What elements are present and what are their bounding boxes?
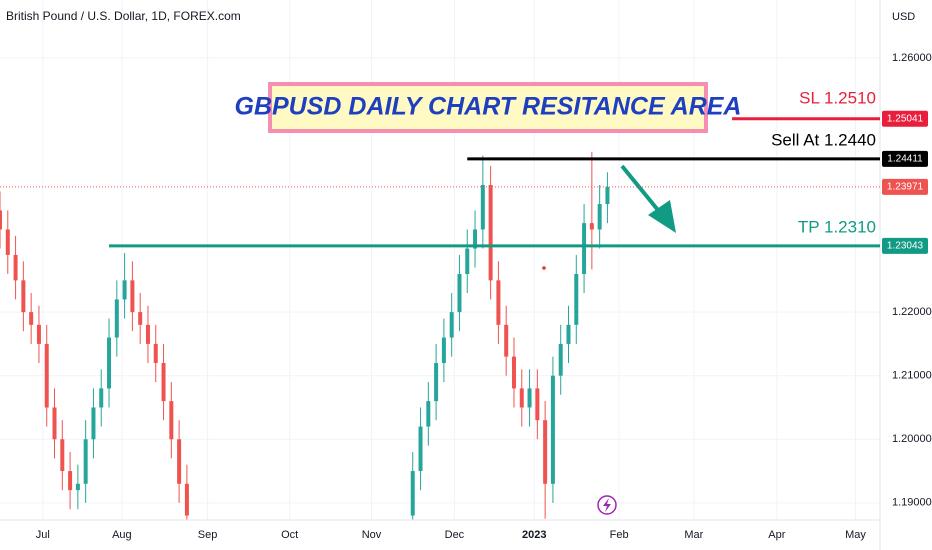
candle-body bbox=[44, 343, 49, 408]
candle-body bbox=[145, 324, 150, 344]
price-label: 1.23971 bbox=[887, 181, 924, 192]
candle-body bbox=[535, 388, 540, 421]
candle-body bbox=[434, 362, 439, 402]
price-label: 1.24411 bbox=[887, 154, 923, 165]
y-tick-label: 1.21000 bbox=[892, 370, 932, 382]
candle-body bbox=[550, 375, 555, 484]
candle-body bbox=[426, 401, 431, 427]
candle-body bbox=[29, 312, 34, 325]
candle-body bbox=[480, 184, 485, 230]
candle-body bbox=[60, 439, 65, 472]
candle-body bbox=[114, 299, 119, 338]
overlay: 1.23971 1.25041 SL 1.2510 1.24411 Sell At 1.… bbox=[0, 88, 928, 254]
candle-body bbox=[496, 280, 501, 325]
y-tick-label: 1.22000 bbox=[892, 306, 932, 318]
chart-title: British Pound / U.S. Dollar, 1D, FOREX.c… bbox=[6, 9, 241, 23]
level-text: SL 1.2510 bbox=[799, 88, 876, 107]
candle-body bbox=[83, 439, 88, 484]
candle-body bbox=[13, 254, 18, 281]
annotation-box bbox=[272, 86, 704, 129]
arrow-head bbox=[648, 200, 676, 233]
x-tick-label: Oct bbox=[281, 529, 298, 541]
candle-body bbox=[177, 439, 182, 484]
candle-body bbox=[107, 337, 112, 389]
candle-body bbox=[504, 324, 509, 357]
candle-body bbox=[457, 273, 462, 313]
candle-body bbox=[543, 420, 548, 484]
price-label: 1.23043 bbox=[887, 240, 924, 251]
x-tick-label: Aug bbox=[112, 529, 132, 541]
candle-body bbox=[68, 471, 73, 491]
x-tick-label: Feb bbox=[610, 529, 629, 541]
candle-body bbox=[488, 184, 493, 281]
candle-body bbox=[605, 186, 610, 205]
price-label-box bbox=[882, 110, 928, 127]
candle-body bbox=[441, 337, 446, 363]
candle-body bbox=[75, 483, 80, 491]
candle-body bbox=[566, 324, 571, 344]
price-label-box bbox=[882, 150, 928, 167]
candle-body bbox=[36, 324, 41, 344]
candle-body bbox=[465, 248, 470, 274]
candle-body bbox=[527, 388, 532, 408]
candle-body bbox=[130, 280, 135, 313]
y-tick-label: 1.19000 bbox=[892, 497, 932, 509]
candle-body bbox=[91, 407, 96, 440]
candle-body bbox=[519, 388, 524, 408]
level-text: Sell At 1.2440 bbox=[771, 130, 876, 149]
price-label-box bbox=[882, 237, 928, 254]
x-tick-label: Sep bbox=[198, 529, 218, 541]
x-tick-label: 2023 bbox=[522, 529, 546, 541]
x-tick-label: Mar bbox=[684, 529, 703, 541]
candle-body bbox=[122, 280, 127, 300]
candle-body bbox=[410, 471, 415, 516]
x-tick-label: Dec bbox=[445, 529, 465, 541]
candle-body bbox=[153, 343, 158, 363]
plot-area bbox=[0, 151, 610, 520]
level-text: TP 1.2310 bbox=[798, 217, 876, 236]
candle-body bbox=[161, 362, 166, 402]
candle-body bbox=[511, 356, 516, 389]
candle-body bbox=[138, 312, 143, 325]
candle-body bbox=[589, 223, 594, 230]
candle-body bbox=[473, 229, 478, 249]
dot bbox=[542, 266, 546, 270]
y-tick-label: 1.20000 bbox=[892, 433, 932, 445]
candle-body bbox=[99, 388, 104, 408]
candle-body bbox=[558, 343, 563, 376]
x-tick-label: Nov bbox=[362, 529, 382, 541]
y-axis-label: USD bbox=[892, 11, 915, 23]
candle-body bbox=[418, 426, 423, 472]
candle-body bbox=[582, 223, 587, 274]
candle-body bbox=[597, 204, 602, 230]
candle-body bbox=[21, 280, 26, 313]
price-label-box bbox=[882, 178, 928, 195]
candle-body bbox=[574, 273, 579, 325]
price-label: 1.25041 bbox=[887, 113, 924, 124]
candle-body bbox=[5, 229, 10, 255]
arrow-shaft bbox=[620, 164, 664, 217]
x-tick-label: Jul bbox=[36, 529, 50, 541]
x-tick-label: Apr bbox=[768, 529, 785, 541]
candle-body bbox=[184, 483, 189, 516]
candle-body bbox=[449, 312, 454, 338]
annotation-text: GBPUSD DAILY CHART RESITANCE AREA bbox=[235, 93, 742, 121]
candle-body bbox=[52, 407, 57, 440]
y-tick-label: 1.26000 bbox=[892, 52, 932, 64]
x-tick-label: May bbox=[845, 529, 866, 541]
event-icon-bolt bbox=[603, 498, 611, 512]
candle-body bbox=[0, 210, 2, 230]
candle-body bbox=[169, 401, 174, 440]
